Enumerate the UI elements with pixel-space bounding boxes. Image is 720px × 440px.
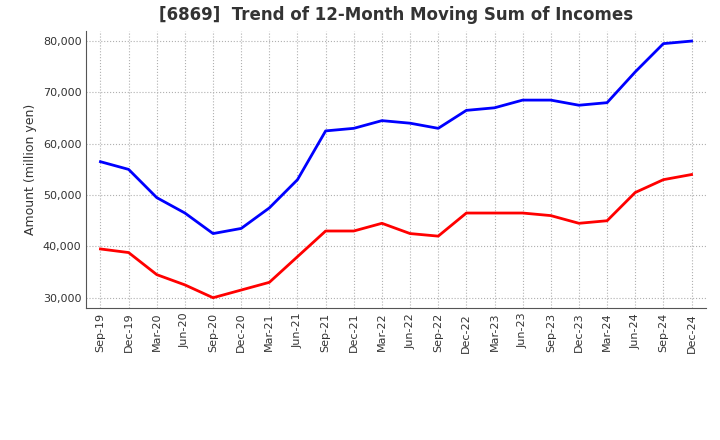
Line: Net Income: Net Income	[101, 175, 691, 298]
Ordinary Income	[377, 118, 386, 123]
Ordinary Income	[406, 121, 415, 126]
Net Income	[237, 287, 246, 293]
Y-axis label: Amount (million yen): Amount (million yen)	[24, 104, 37, 235]
Ordinary Income	[631, 69, 639, 74]
Net Income	[518, 210, 527, 216]
Net Income	[631, 190, 639, 195]
Ordinary Income	[96, 159, 105, 164]
Net Income	[265, 280, 274, 285]
Ordinary Income	[575, 103, 583, 108]
Net Income	[490, 210, 499, 216]
Net Income	[96, 246, 105, 252]
Net Income	[377, 220, 386, 226]
Net Income	[293, 254, 302, 259]
Ordinary Income	[687, 38, 696, 44]
Net Income	[434, 234, 443, 239]
Ordinary Income	[237, 226, 246, 231]
Net Income	[462, 210, 471, 216]
Ordinary Income	[659, 41, 667, 46]
Net Income	[349, 228, 358, 234]
Ordinary Income	[153, 195, 161, 200]
Ordinary Income	[125, 167, 133, 172]
Ordinary Income	[321, 128, 330, 134]
Ordinary Income	[181, 210, 189, 216]
Net Income	[181, 282, 189, 288]
Ordinary Income	[349, 126, 358, 131]
Line: Ordinary Income: Ordinary Income	[101, 41, 691, 234]
Title: [6869]  Trend of 12-Month Moving Sum of Incomes: [6869] Trend of 12-Month Moving Sum of I…	[159, 6, 633, 24]
Ordinary Income	[518, 97, 527, 103]
Net Income	[687, 172, 696, 177]
Ordinary Income	[293, 177, 302, 182]
Net Income	[153, 272, 161, 277]
Ordinary Income	[546, 97, 555, 103]
Net Income	[321, 228, 330, 234]
Net Income	[209, 295, 217, 301]
Ordinary Income	[434, 126, 443, 131]
Ordinary Income	[490, 105, 499, 110]
Ordinary Income	[209, 231, 217, 236]
Net Income	[659, 177, 667, 182]
Net Income	[125, 250, 133, 255]
Net Income	[603, 218, 611, 224]
Ordinary Income	[603, 100, 611, 105]
Net Income	[575, 220, 583, 226]
Ordinary Income	[462, 108, 471, 113]
Ordinary Income	[265, 205, 274, 210]
Net Income	[406, 231, 415, 236]
Net Income	[546, 213, 555, 218]
